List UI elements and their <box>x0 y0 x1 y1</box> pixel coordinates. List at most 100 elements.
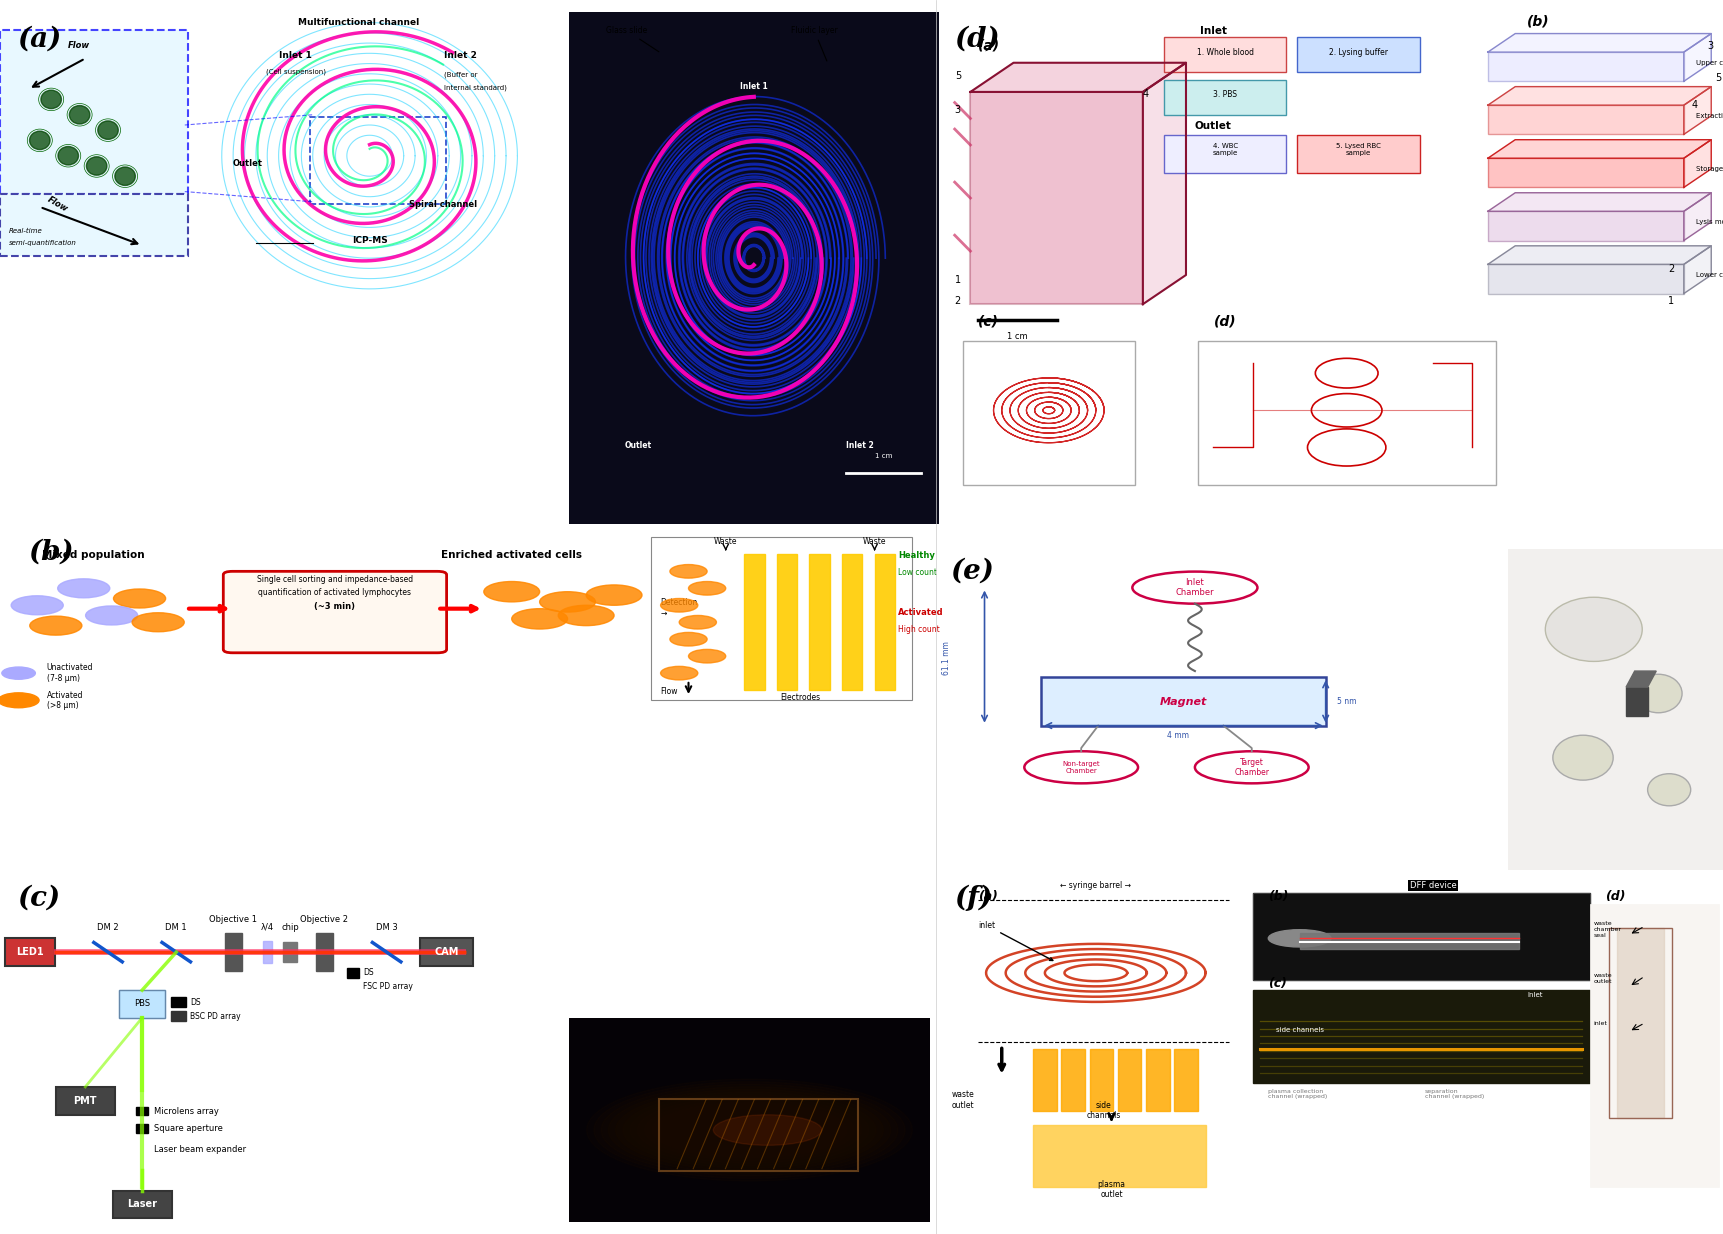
Bar <box>1253 893 1590 980</box>
FancyBboxPatch shape <box>0 194 188 255</box>
Bar <box>1489 211 1683 241</box>
Text: 5. Lysed RBC
sample: 5. Lysed RBC sample <box>1335 143 1380 155</box>
Text: Enriched activated cells: Enriched activated cells <box>441 550 582 560</box>
Circle shape <box>57 579 110 597</box>
Polygon shape <box>1489 193 1711 211</box>
Text: DS: DS <box>191 998 202 1007</box>
Text: plasma
outlet: plasma outlet <box>1098 1180 1125 1199</box>
Bar <box>1118 1049 1141 1111</box>
FancyBboxPatch shape <box>1297 37 1420 73</box>
Circle shape <box>539 591 596 612</box>
Circle shape <box>10 596 64 615</box>
Circle shape <box>586 585 643 605</box>
Ellipse shape <box>588 1079 913 1181</box>
Bar <box>1197 342 1496 485</box>
Circle shape <box>133 613 184 632</box>
Text: Outlet: Outlet <box>1196 121 1232 131</box>
Text: DM 1: DM 1 <box>165 923 188 932</box>
Text: Laser beam expander: Laser beam expander <box>153 1145 246 1154</box>
Text: (d): (d) <box>1213 315 1235 328</box>
Text: 1: 1 <box>1668 296 1675 306</box>
Circle shape <box>2 668 36 679</box>
Text: chip: chip <box>281 923 298 932</box>
Text: (Buffer or: (Buffer or <box>443 72 477 78</box>
Text: Electrodes: Electrodes <box>781 694 820 702</box>
Bar <box>651 538 911 701</box>
Text: LED1: LED1 <box>16 948 43 958</box>
Text: Multifunctional channel: Multifunctional channel <box>298 19 419 27</box>
Text: Objective 1: Objective 1 <box>208 914 257 924</box>
Text: Outlet: Outlet <box>624 441 651 449</box>
Polygon shape <box>1489 86 1711 105</box>
Text: (e): (e) <box>951 558 994 584</box>
Circle shape <box>86 606 138 624</box>
FancyBboxPatch shape <box>1297 136 1420 173</box>
Polygon shape <box>1683 86 1711 135</box>
Text: Glass slide: Glass slide <box>606 26 658 52</box>
Text: λ/4: λ/4 <box>260 923 274 932</box>
Text: 4: 4 <box>1142 89 1149 99</box>
Text: (a): (a) <box>979 38 1001 53</box>
Circle shape <box>679 616 717 629</box>
Bar <box>119 990 165 1018</box>
Text: 5: 5 <box>1714 73 1721 84</box>
Text: Magnet: Magnet <box>1160 696 1208 707</box>
Polygon shape <box>1489 246 1711 264</box>
Circle shape <box>660 598 698 612</box>
Text: waste
outlet: waste outlet <box>1594 972 1613 983</box>
Bar <box>1061 1049 1085 1111</box>
Text: Activated: Activated <box>898 608 944 617</box>
Text: inlet: inlet <box>979 921 1053 960</box>
Circle shape <box>29 131 50 149</box>
Polygon shape <box>1627 671 1656 687</box>
Text: waste
chamber
seal: waste chamber seal <box>1594 921 1621 938</box>
Text: Storage module: Storage module <box>1695 165 1723 172</box>
Text: (Cell suspension): (Cell suspension) <box>265 69 326 75</box>
Bar <box>970 93 1142 304</box>
Text: Inlet 1: Inlet 1 <box>279 52 312 60</box>
FancyBboxPatch shape <box>1165 37 1287 73</box>
Text: 3: 3 <box>1707 42 1713 52</box>
Bar <box>777 554 798 690</box>
Text: (c): (c) <box>17 885 60 912</box>
Bar <box>136 1107 148 1116</box>
Bar <box>224 933 241 971</box>
Text: Inlet: Inlet <box>1199 26 1227 36</box>
Text: FSC PD array: FSC PD array <box>364 982 412 991</box>
FancyBboxPatch shape <box>0 31 188 194</box>
Polygon shape <box>1683 193 1711 241</box>
Text: 61.1 mm: 61.1 mm <box>942 642 951 675</box>
Text: semi-quantification: semi-quantification <box>9 241 76 247</box>
Circle shape <box>670 564 706 578</box>
Bar <box>315 933 333 971</box>
Bar <box>119 990 165 1018</box>
Bar <box>1609 928 1671 1118</box>
Bar <box>1034 1049 1056 1111</box>
Bar <box>744 554 765 690</box>
Text: (b): (b) <box>1527 15 1549 28</box>
Ellipse shape <box>594 1082 905 1178</box>
Text: 4. WBC
sample: 4. WBC sample <box>1213 143 1237 155</box>
Text: DS: DS <box>364 969 374 977</box>
Text: (a): (a) <box>979 890 998 903</box>
Ellipse shape <box>713 1114 822 1145</box>
Circle shape <box>0 692 40 708</box>
Text: Unactivated
(7-8 μm): Unactivated (7-8 μm) <box>47 664 93 682</box>
Bar <box>1489 52 1683 81</box>
Text: 3: 3 <box>955 105 961 115</box>
Circle shape <box>98 121 119 139</box>
Text: (d): (d) <box>1606 890 1627 903</box>
Bar <box>1489 264 1683 294</box>
FancyBboxPatch shape <box>224 571 446 653</box>
Bar <box>346 967 360 979</box>
Circle shape <box>660 666 698 680</box>
Ellipse shape <box>1635 674 1682 713</box>
Text: Flow: Flow <box>660 686 679 696</box>
Circle shape <box>29 616 83 636</box>
Ellipse shape <box>1132 571 1258 603</box>
Polygon shape <box>1683 33 1711 81</box>
Text: 2. Lysing buffer: 2. Lysing buffer <box>1328 48 1389 57</box>
Polygon shape <box>1683 246 1711 294</box>
Polygon shape <box>1489 33 1711 52</box>
FancyBboxPatch shape <box>420 938 474 966</box>
